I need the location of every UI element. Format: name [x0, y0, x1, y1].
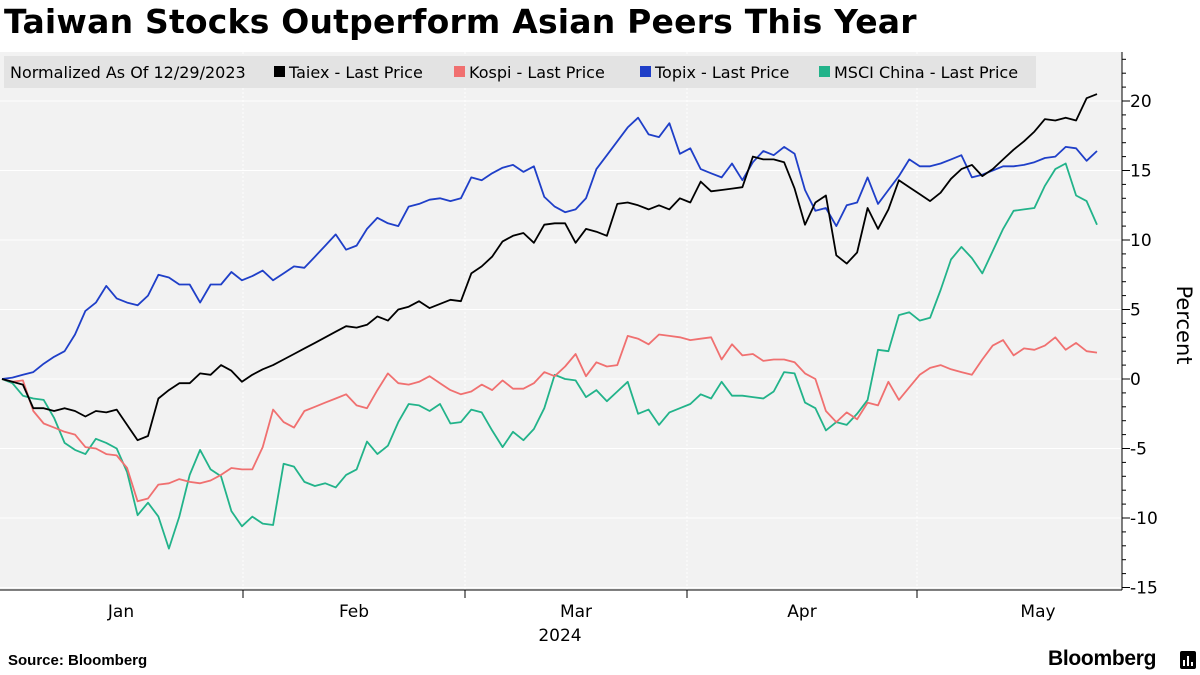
y-tick-label: -15 [1130, 579, 1158, 599]
legend-swatch [819, 66, 830, 77]
y-axis: -15 -10 -5 0 5 10 15 20 [1121, 52, 1158, 599]
bloomberg-mark-icon [1180, 651, 1196, 669]
source-note: Source: Bloomberg [8, 652, 148, 669]
x-tick-label: Mar [560, 602, 592, 622]
plot-background [0, 52, 1122, 590]
y-tick-label: 5 [1130, 301, 1141, 321]
series-lines [1, 93, 1098, 550]
series-line-2 [1, 116, 1098, 380]
y-tick-label: 20 [1130, 92, 1152, 112]
legend-swatch [274, 66, 285, 77]
legend-swatch [454, 66, 465, 77]
series-line-1 [1, 333, 1098, 503]
y-tick-label: 0 [1130, 370, 1141, 390]
legend-swatch [640, 66, 651, 77]
brand-logo: Bloomberg [1048, 647, 1157, 670]
x-tick-label: May [1020, 602, 1055, 622]
legend-label: Topix - Last Price [654, 63, 789, 82]
legend: Normalized As Of 12/29/2023 Taiex - Last … [4, 56, 1036, 88]
y-tick-label: -10 [1130, 509, 1158, 529]
x-year-label: 2024 [538, 626, 581, 646]
chart-title: Taiwan Stocks Outperform Asian Peers Thi… [4, 2, 917, 41]
y-tick-label: -5 [1130, 440, 1147, 460]
legend-label: MSCI China - Last Price [834, 63, 1018, 82]
series-line-0 [1, 93, 1098, 442]
series-line-3 [1, 162, 1098, 550]
legend-label: Taiex - Last Price [288, 63, 423, 82]
legend-box [4, 56, 1036, 88]
gridlines [0, 52, 1122, 590]
x-tick-label: Feb [339, 602, 369, 622]
y-tick-label: 15 [1130, 162, 1152, 182]
x-axis: Jan Feb Mar Apr May [0, 589, 1122, 622]
y-tick-label: 10 [1130, 231, 1152, 251]
legend-label: Kospi - Last Price [469, 63, 605, 82]
y-axis-label: Percent [1172, 285, 1196, 364]
x-tick-label: Apr [787, 602, 816, 622]
x-tick-label: Jan [107, 602, 134, 622]
legend-subtitle: Normalized As Of 12/29/2023 [10, 63, 246, 82]
